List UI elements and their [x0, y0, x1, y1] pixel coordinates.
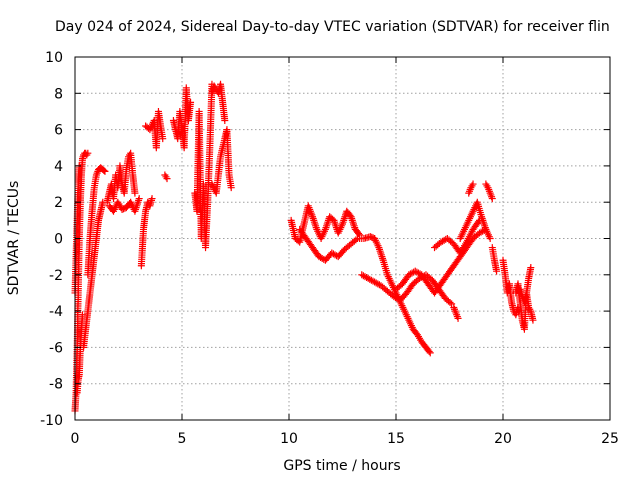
- data-point: [448, 300, 456, 308]
- data-point: [311, 220, 319, 228]
- x-tick-label: 20: [494, 431, 512, 447]
- data-point: [488, 195, 496, 203]
- data-point: [349, 218, 357, 226]
- y-tick-label: 2: [54, 195, 63, 211]
- y-tick-labels: -10 -8 -6 -4 -2 0 2 4 6 8 10: [40, 50, 63, 429]
- data-point: [346, 211, 354, 219]
- x-tick-label: 5: [178, 431, 187, 447]
- data-point: [135, 195, 143, 203]
- data-point: [379, 254, 387, 262]
- data-point: [529, 316, 537, 324]
- data-point: [227, 184, 235, 192]
- x-tick-label: 15: [387, 431, 405, 447]
- data-point: [100, 166, 108, 174]
- data-point: [378, 253, 386, 261]
- y-tick-label: 8: [54, 86, 63, 102]
- y-tick-label: 6: [54, 123, 63, 139]
- data-point: [454, 314, 462, 322]
- data-point: [187, 98, 195, 106]
- data-point: [527, 264, 535, 272]
- data-point: [134, 198, 142, 206]
- data-point: [84, 149, 92, 157]
- data-point: [340, 215, 348, 223]
- grid-lines: [75, 57, 610, 420]
- x-tick-label: 10: [280, 431, 298, 447]
- data-point: [479, 218, 487, 226]
- data-point: [101, 167, 109, 175]
- x-tick-labels: 0 5 10 15 20 25: [71, 431, 619, 447]
- data-point: [469, 180, 477, 188]
- axis-ticks: [74, 56, 611, 421]
- y-tick-label: 0: [54, 232, 63, 248]
- data-point: [352, 236, 360, 244]
- y-tick-label: 4: [54, 159, 63, 175]
- data-point: [163, 175, 171, 183]
- data-point: [131, 189, 139, 197]
- data-points: [71, 80, 537, 415]
- data-point: [350, 220, 358, 228]
- chart-title: Day 024 of 2024, Sidereal Day-to-day VTE…: [55, 19, 610, 35]
- data-point: [426, 349, 434, 357]
- data-point: [486, 235, 494, 242]
- x-tick-label: 0: [71, 431, 80, 447]
- data-point: [159, 135, 167, 143]
- data-point: [355, 230, 363, 238]
- data-point: [148, 195, 156, 203]
- y-tick-label: 10: [45, 50, 63, 66]
- y-tick-label: -6: [49, 340, 63, 356]
- data-point: [408, 269, 416, 277]
- y-tick-label: -10: [40, 413, 63, 429]
- data-point: [221, 117, 229, 125]
- x-axis-label: GPS time / hours: [283, 458, 400, 474]
- data-point: [135, 196, 143, 204]
- data-point: [446, 298, 454, 306]
- y-tick-label: -8: [49, 377, 63, 393]
- y-tick-label: -4: [49, 304, 63, 320]
- x-tick-label: 25: [601, 431, 619, 447]
- data-point: [133, 200, 141, 208]
- data-point: [377, 251, 385, 259]
- data-point: [493, 267, 501, 275]
- data-point: [310, 218, 318, 226]
- data-point: [377, 249, 385, 257]
- data-point: [425, 347, 433, 355]
- data-point: [323, 220, 331, 228]
- data-point: [162, 173, 170, 181]
- y-tick-label: -2: [49, 268, 63, 284]
- y-axis-label: SDTVAR / TECUs: [6, 181, 22, 296]
